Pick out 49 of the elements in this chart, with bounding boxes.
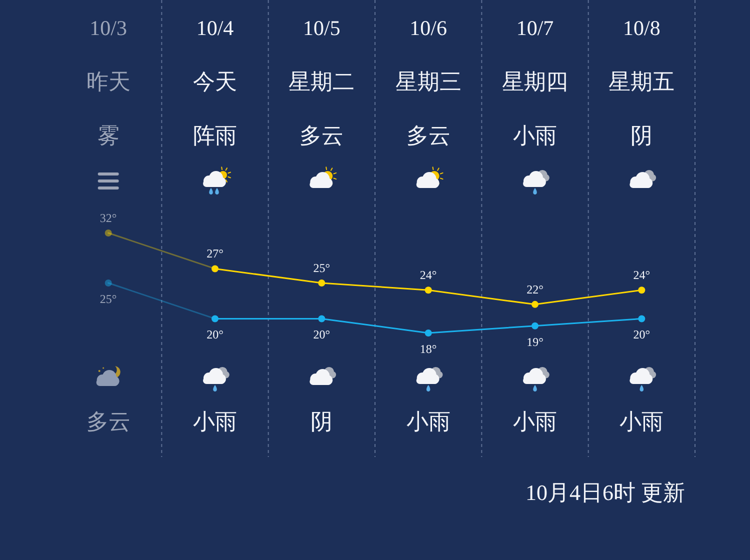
point xyxy=(104,280,112,286)
text: 阴 xyxy=(630,123,653,148)
point xyxy=(638,286,646,294)
text: 小雨 xyxy=(193,409,237,434)
text: 10月4日6时 更新 xyxy=(526,480,685,506)
text: 阵雨 xyxy=(193,123,237,148)
data-label: 20° xyxy=(313,328,330,342)
x-tick-label: 10/6 xyxy=(410,16,448,40)
data-label: 18° xyxy=(420,342,437,356)
text: 星期三 xyxy=(395,69,462,94)
text: 多云 xyxy=(406,123,450,148)
point xyxy=(212,315,218,322)
data-label: 20° xyxy=(633,328,650,342)
text: 星期二 xyxy=(288,69,355,94)
x-tick-label: 10/7 xyxy=(516,16,554,40)
data-label: 25° xyxy=(100,292,117,306)
data-label: 25° xyxy=(313,261,330,275)
text: 小雨 xyxy=(513,123,557,148)
data-label: 27° xyxy=(206,246,224,261)
text: 多云 xyxy=(86,409,130,434)
data-label: 24° xyxy=(633,268,650,282)
point xyxy=(104,230,112,236)
data-label: 20° xyxy=(206,328,224,342)
x-tick-label: 10/8 xyxy=(622,16,660,40)
data-label: 22° xyxy=(526,282,544,296)
data-label: 24° xyxy=(420,268,437,282)
point xyxy=(424,330,432,336)
point xyxy=(212,265,218,272)
point xyxy=(424,286,432,294)
text: 小雨 xyxy=(513,409,557,434)
text: 星期四 xyxy=(502,69,568,94)
point xyxy=(638,315,646,322)
data-label: 32° xyxy=(100,211,117,225)
point xyxy=(318,315,326,322)
text: 阴 xyxy=(310,409,333,434)
text: 小雨 xyxy=(406,409,450,434)
point xyxy=(532,322,538,330)
text: 雾 xyxy=(97,123,120,148)
text: 昨天 xyxy=(86,69,130,94)
text: 小雨 xyxy=(620,409,664,434)
x-tick-label: 10/4 xyxy=(196,16,234,40)
text: 星期五 xyxy=(608,69,675,94)
x-tick-label: 10/5 xyxy=(302,16,340,40)
x-tick-label: 10/3 xyxy=(90,16,128,40)
point xyxy=(318,280,326,286)
text: 多云 xyxy=(300,123,344,148)
data-label: 19° xyxy=(526,334,544,349)
point xyxy=(532,300,538,308)
text: 今天 xyxy=(193,69,237,94)
